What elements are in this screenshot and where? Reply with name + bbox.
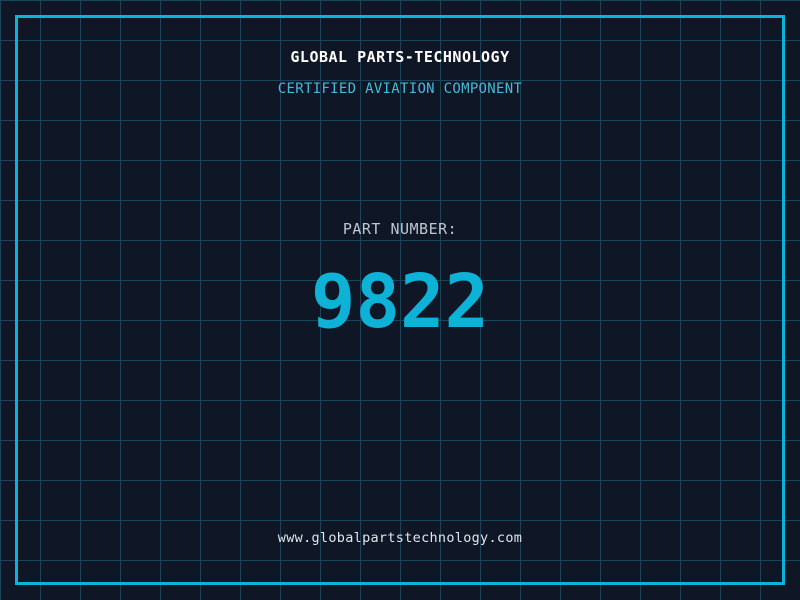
company-title: GLOBAL PARTS-TECHNOLOGY bbox=[290, 48, 510, 66]
part-number-value: 9822 bbox=[310, 259, 490, 345]
website-url: www.globalpartstechnology.com bbox=[277, 530, 523, 546]
certification-subtitle: CERTIFIED AVIATION COMPONENT bbox=[277, 81, 523, 97]
border-frame bbox=[15, 15, 785, 585]
part-number-label: PART NUMBER: bbox=[342, 220, 458, 238]
